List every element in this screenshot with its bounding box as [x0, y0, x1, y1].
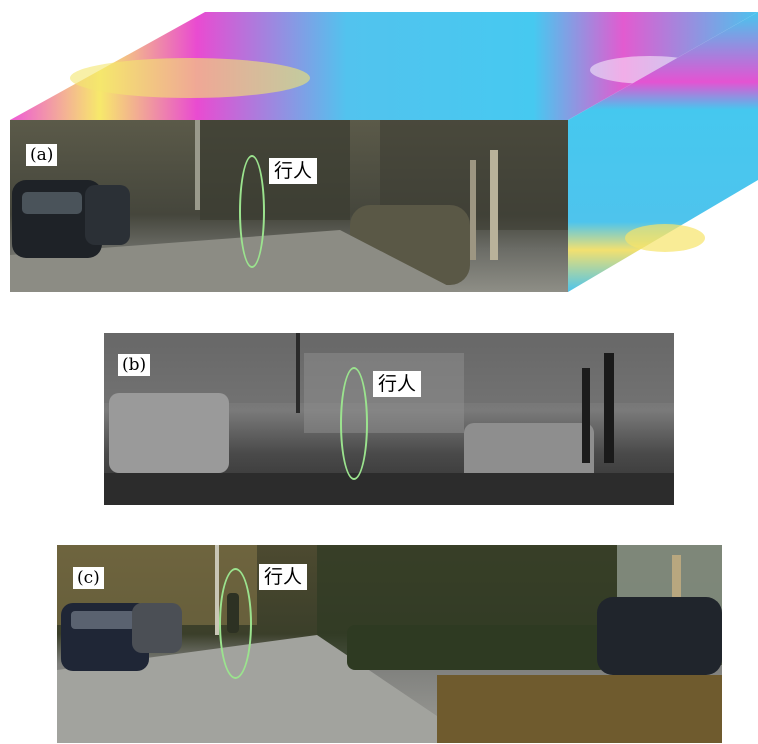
grayscale-band-image: (b) 行人: [104, 333, 674, 505]
cube-side-face: [568, 12, 758, 292]
panel-b-label: (b): [118, 354, 151, 376]
pedestrian-ellipse-a: [239, 155, 265, 268]
pedestrian-ellipse-b: [340, 367, 368, 480]
panel-a-label: (a): [26, 144, 58, 166]
panel-c-label: (c): [73, 567, 104, 589]
hyperspectral-cube-svg: [10, 12, 758, 292]
car-right: [597, 597, 722, 675]
pedestrian-ellipse-c: [219, 568, 252, 679]
rgb-reference-image: (c) 行人: [57, 545, 722, 743]
pedestrian-label-b: 行人: [373, 371, 422, 397]
rgb-reference-svg: [57, 545, 722, 743]
hyperspectral-cube-figure: (a) 行人: [0, 0, 758, 300]
pedestrian-label-c: 行人: [259, 564, 308, 590]
grayscale-band-svg: [104, 333, 674, 505]
pedestrian-label-a: 行人: [269, 158, 318, 184]
